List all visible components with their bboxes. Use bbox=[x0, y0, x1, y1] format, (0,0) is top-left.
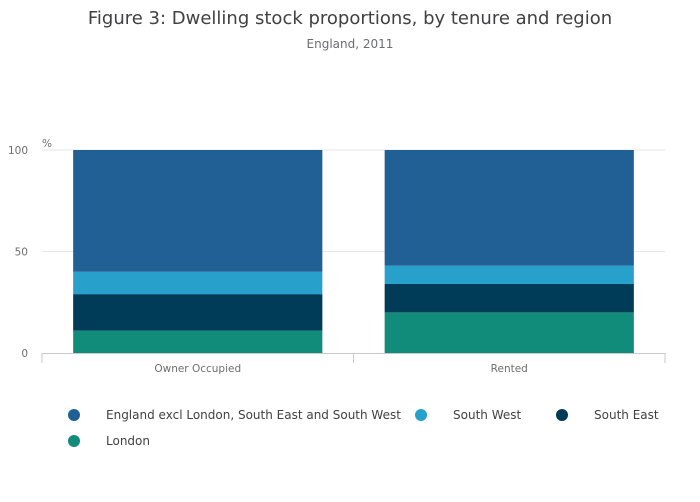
x-tick-label-owner-occupied: Owner Occupied bbox=[154, 363, 241, 375]
legend-marker-england-excl-london-south-east-and-south-west[interactable] bbox=[68, 409, 80, 421]
y-axis-label: % bbox=[42, 138, 52, 150]
bar-rented-south-east[interactable] bbox=[384, 283, 634, 313]
y-tick-label-100: 100 bbox=[8, 145, 28, 157]
bar-rented-south-west[interactable] bbox=[384, 265, 634, 284]
legend-label-england-excl-london-south-east-and-south-west[interactable]: England excl London, South East and Sout… bbox=[106, 408, 401, 422]
legend-label-south-east[interactable]: South East bbox=[594, 408, 659, 422]
legend-marker-london[interactable] bbox=[68, 435, 80, 447]
bar-owner-occupied-england-excl-london-south-east-and-south-west[interactable] bbox=[73, 150, 323, 272]
x-tick-label-rented: Rented bbox=[491, 363, 528, 375]
axes: 0 50 100 Owner Occupied Rented bbox=[8, 145, 666, 375]
y-tick-label-50: 50 bbox=[15, 247, 28, 259]
chart-title: Figure 3: Dwelling stock proportions, by… bbox=[88, 8, 612, 29]
legend-marker-south-west[interactable] bbox=[415, 409, 427, 421]
bar-rented-london[interactable] bbox=[384, 312, 634, 353]
bar-owner-occupied-london[interactable] bbox=[73, 330, 323, 353]
bar-owner-occupied-south-east[interactable] bbox=[73, 294, 323, 331]
legend-label-south-west[interactable]: South West bbox=[453, 408, 521, 422]
bar-rented-england-excl-london-south-east-and-south-west[interactable] bbox=[384, 150, 634, 266]
legend-label-london[interactable]: London bbox=[106, 434, 150, 448]
legend: England excl London, South East and Sout… bbox=[68, 408, 659, 448]
bars bbox=[73, 150, 634, 353]
y-tick-label-0: 0 bbox=[21, 348, 28, 360]
chart-subtitle: England, 2011 bbox=[307, 37, 394, 51]
bar-owner-occupied-south-west[interactable] bbox=[73, 271, 323, 295]
legend-marker-south-east[interactable] bbox=[556, 409, 568, 421]
